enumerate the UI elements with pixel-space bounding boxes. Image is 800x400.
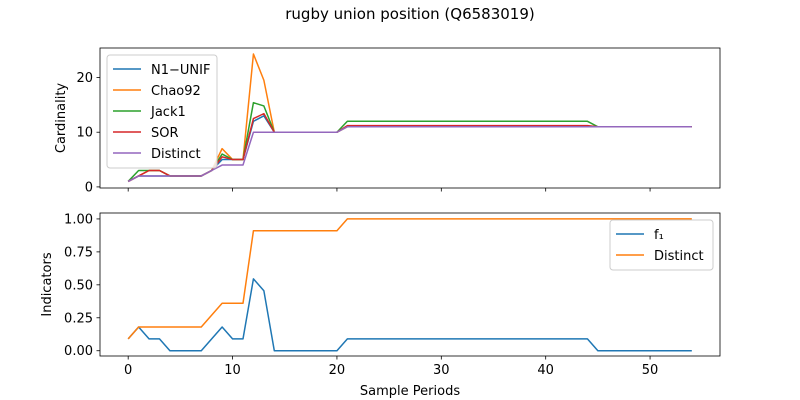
legend-label: Distinct [654, 249, 704, 264]
y-tick-label: 1.00 [64, 212, 93, 227]
y-tick-label: 0.00 [64, 344, 93, 359]
series-line-0-4 [127, 126, 692, 183]
series-line-1-0 [127, 278, 692, 352]
x-tick-label: 50 [642, 363, 659, 378]
x-tick-label: 40 [537, 363, 554, 378]
plot-frame [99, 47, 721, 189]
legend-label: Chao92 [151, 84, 201, 99]
x-tick-label: 20 [329, 363, 346, 378]
legend-label: Jack1 [150, 105, 186, 120]
legend: N1−UNIF Chao92 Jack1 SOR Distinct [106, 54, 218, 169]
indicators-chart: 0 10 20 30 40 50 0.00 0.25 0.50 0.75 1.00 Indicator… [40, 212, 721, 399]
y-tick-label: 10 [76, 126, 93, 141]
x-tick-label: 30 [433, 363, 450, 378]
y-tick-label: 0.50 [64, 278, 93, 293]
y-tick-label: 20 [76, 71, 93, 86]
y-axis-label: Cardinality [54, 83, 69, 154]
legend-label: N1−UNIF [151, 63, 210, 78]
figure-title: rugby union position (Q6583019) [285, 5, 535, 23]
y-axis-label: Indicators [40, 252, 55, 316]
y-tick-label: 0.25 [64, 311, 93, 326]
x-axis-label: Sample Periods [360, 384, 460, 399]
legend: f₁ Distinct [609, 219, 714, 271]
legend-label: Distinct [151, 147, 201, 162]
y-tick-label: 0.75 [64, 245, 93, 260]
y-tick-label: 0 [85, 180, 93, 195]
x-tick-label: 0 [124, 363, 132, 378]
legend-frame [609, 219, 714, 271]
legend-frame [106, 54, 218, 169]
legend-label: SOR [151, 126, 179, 141]
x-tick-label: 10 [224, 363, 241, 378]
series-line-1-1 [127, 218, 692, 340]
legend-label: f₁ [654, 228, 664, 243]
cardinality-chart: 0 10 20 Cardinality N1−UNIF Chao92 Jack1 SOR Dis… [54, 47, 721, 195]
